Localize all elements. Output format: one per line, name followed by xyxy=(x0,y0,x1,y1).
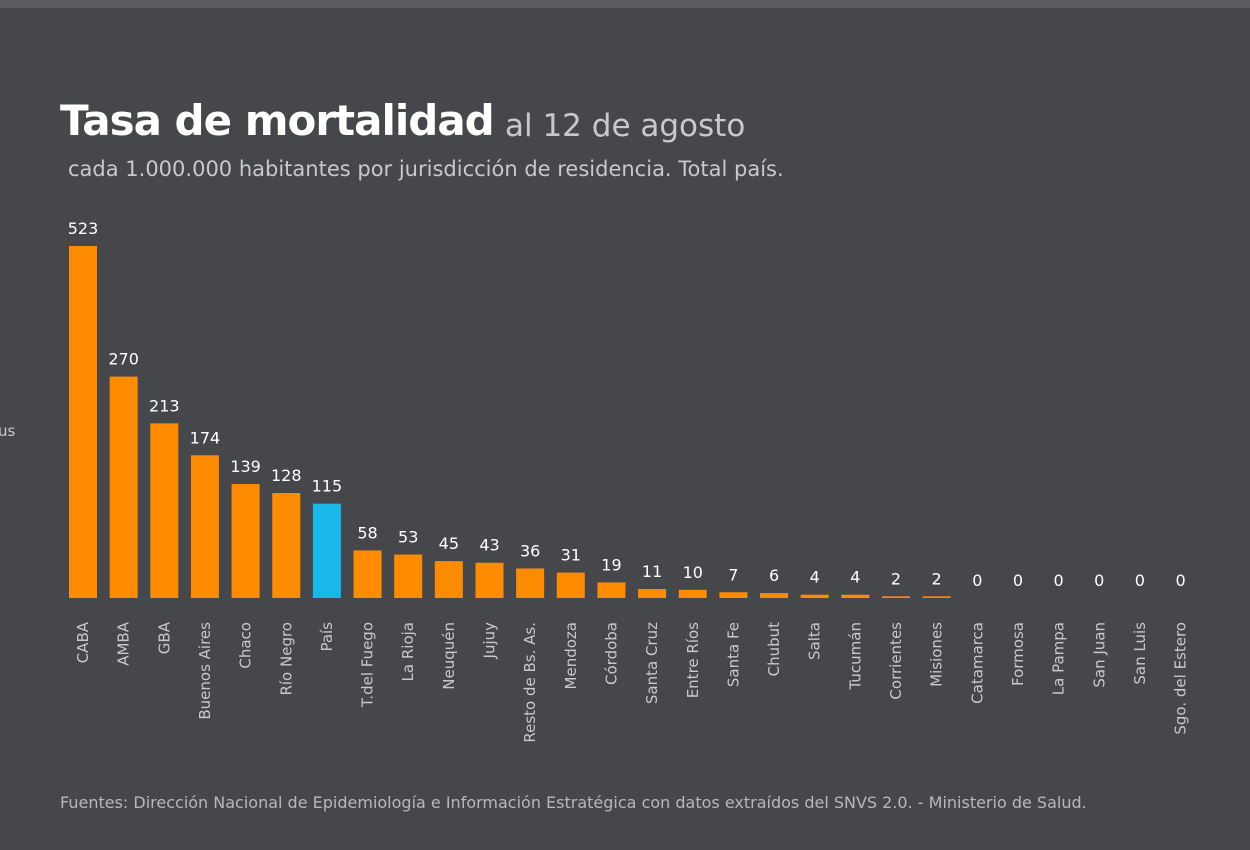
bar-neuqu-n xyxy=(434,561,463,598)
bar-chubut xyxy=(760,593,789,598)
chart-title-date: al 12 de agosto xyxy=(505,108,746,144)
data-label: 0 xyxy=(1175,571,1185,590)
bar-gba xyxy=(150,423,179,598)
data-label: 4 xyxy=(810,568,820,587)
category-label: Santa Fe xyxy=(724,622,742,687)
category-label: Catamarca xyxy=(968,622,986,704)
category-label: Sgo. del Estero xyxy=(1172,622,1190,735)
chart-source: Fuentes: Dirección Nacional de Epidemiol… xyxy=(60,793,1087,812)
bar-t-del-fuego xyxy=(353,550,382,598)
bar-chaco xyxy=(231,484,260,598)
category-label: País xyxy=(318,622,336,652)
data-label: 6 xyxy=(769,566,779,585)
data-label: 270 xyxy=(108,350,139,369)
category-label: Salta xyxy=(806,622,824,660)
data-label: 36 xyxy=(520,541,540,560)
category-label: Neuquén xyxy=(440,622,458,690)
bar-entre-r-os xyxy=(678,589,707,598)
data-label: 58 xyxy=(357,523,377,542)
bar-c-rdoba xyxy=(597,582,626,598)
category-label: Santa Cruz xyxy=(643,622,661,704)
data-label: 0 xyxy=(972,571,982,590)
category-label: La Pampa xyxy=(1050,622,1068,695)
cut-off-text: us xyxy=(0,422,16,440)
data-label: 10 xyxy=(683,563,703,582)
data-label: 4 xyxy=(850,568,860,587)
category-label: AMBA xyxy=(115,621,133,665)
data-label: 213 xyxy=(149,396,180,415)
category-label: Jujuy xyxy=(481,622,499,660)
bar-santa-cruz xyxy=(638,588,667,598)
data-label: 2 xyxy=(891,569,901,588)
category-label: Córdoba xyxy=(602,622,620,685)
category-label: Mendoza xyxy=(562,622,580,689)
category-label: Chaco xyxy=(237,622,255,669)
bar-pa-s xyxy=(312,503,341,598)
data-label: 174 xyxy=(190,428,221,447)
data-label: 2 xyxy=(932,569,942,588)
bar-jujuy xyxy=(475,562,504,598)
bar-santa-fe xyxy=(719,592,748,598)
category-label: Buenos Aires xyxy=(196,622,214,720)
bar-buenos-aires xyxy=(190,455,219,598)
data-label: 523 xyxy=(68,219,99,238)
data-label: 11 xyxy=(642,562,662,581)
category-label: Resto de Bs. As. xyxy=(521,622,539,743)
bar-caba xyxy=(69,246,97,598)
category-label: CABA xyxy=(74,621,92,663)
category-label: Tucumán xyxy=(846,622,864,690)
bar-salta xyxy=(800,594,829,598)
data-label: 31 xyxy=(561,546,581,565)
data-label: 53 xyxy=(398,528,418,547)
chart-title: Tasa de mortalidad xyxy=(60,96,495,145)
top-band xyxy=(0,0,1250,8)
bar-misiones xyxy=(922,596,951,598)
category-label: Corrientes xyxy=(887,622,905,700)
category-label: GBA xyxy=(155,621,173,654)
bar-la-rioja xyxy=(394,554,423,598)
data-label: 128 xyxy=(271,466,302,485)
category-label: San Luis xyxy=(1131,622,1149,685)
category-label: Misiones xyxy=(928,622,946,687)
bar-tucum-n xyxy=(841,594,870,598)
data-label: 19 xyxy=(601,555,621,574)
data-label: 0 xyxy=(1135,571,1145,590)
category-label: Chubut xyxy=(765,622,783,677)
bar-resto-de-bs-as- xyxy=(516,568,545,598)
data-label: 0 xyxy=(1013,571,1023,590)
data-label: 7 xyxy=(728,565,738,584)
bar-amba xyxy=(109,376,138,598)
bar-corrientes xyxy=(882,596,910,598)
category-label: Río Negro xyxy=(277,622,295,696)
data-label: 0 xyxy=(1054,571,1064,590)
bar-mendoza xyxy=(556,572,585,598)
data-label: 0 xyxy=(1094,571,1104,590)
category-label: Formosa xyxy=(1009,622,1027,686)
data-label: 115 xyxy=(312,477,343,496)
chart-subtitle: cada 1.000.000 habitantes por jurisdicci… xyxy=(68,157,784,181)
data-label: 139 xyxy=(230,457,261,476)
category-label: San Juan xyxy=(1090,622,1108,688)
category-label: T.del Fuego xyxy=(359,622,377,708)
category-label: La Rioja xyxy=(399,622,417,681)
bar-r-o-negro xyxy=(272,493,301,598)
data-label: 45 xyxy=(439,534,459,553)
category-label: Entre Ríos xyxy=(684,622,702,698)
data-label: 43 xyxy=(479,536,499,555)
